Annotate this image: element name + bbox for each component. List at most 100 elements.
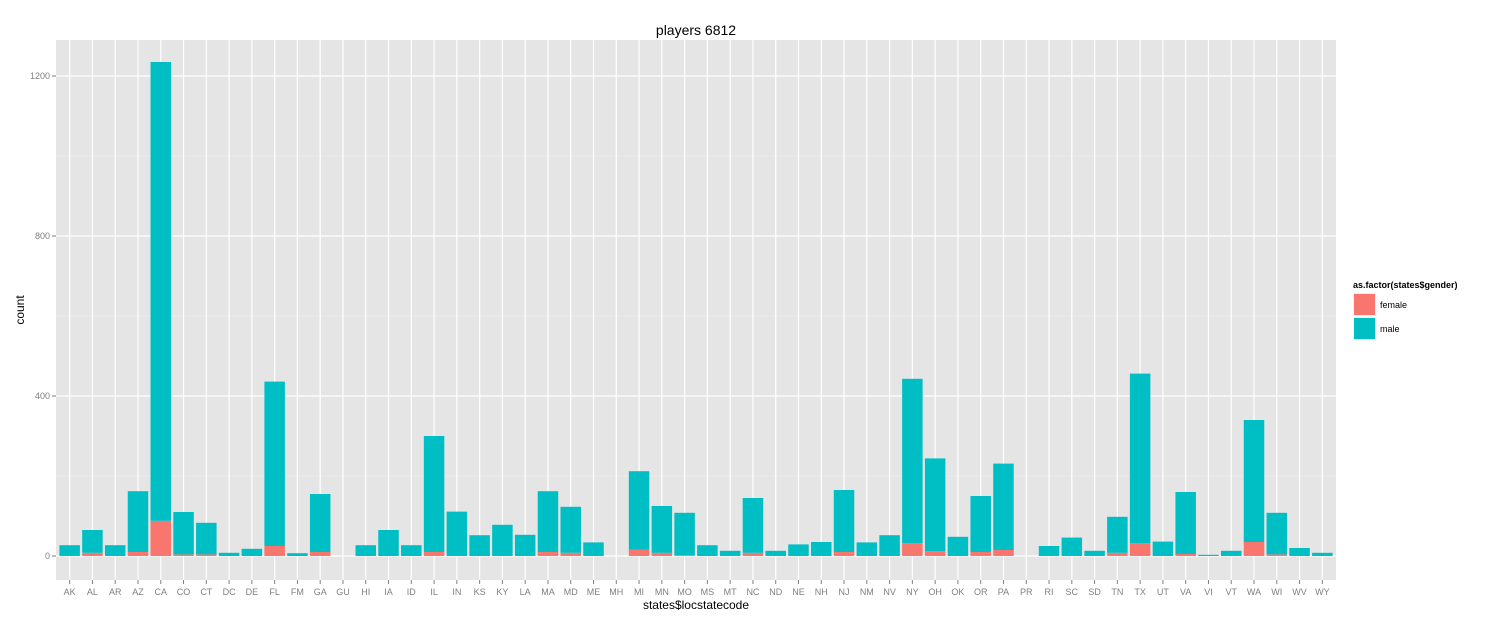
x-tick-label-ny: NY bbox=[906, 587, 919, 597]
y-axis-title: count bbox=[13, 295, 27, 325]
legend-label-female: female bbox=[1380, 300, 1407, 310]
x-tick-label-dc: DC bbox=[223, 587, 236, 597]
bar-male-or bbox=[970, 496, 991, 552]
y-tick-label: 400 bbox=[35, 391, 50, 401]
bar-male-la bbox=[514, 534, 536, 556]
bar-male-wa bbox=[1243, 420, 1265, 542]
bar-male-ny bbox=[902, 378, 923, 544]
bar-male-vi bbox=[1198, 554, 1219, 556]
legend-title: as.factor(states$gender) bbox=[1353, 280, 1458, 290]
y-tick-label: 800 bbox=[35, 231, 50, 241]
legend-label-male: male bbox=[1380, 324, 1400, 334]
x-tick-label-or: OR bbox=[974, 587, 988, 597]
x-tick-label-pr: PR bbox=[1020, 587, 1033, 597]
x-tick-label-fm: FM bbox=[291, 587, 304, 597]
x-axis-title: states$locstatecode bbox=[643, 598, 749, 612]
bar-male-nv bbox=[879, 535, 900, 556]
x-tick-label-nh: NH bbox=[815, 587, 828, 597]
bar-male-mi bbox=[628, 471, 650, 550]
x-tick-label-ky: KY bbox=[496, 587, 508, 597]
x-tick-label-wv: WV bbox=[1292, 587, 1307, 597]
bar-male-az bbox=[127, 491, 149, 552]
bar-male-tx bbox=[1129, 373, 1151, 544]
bar-female-fl bbox=[264, 546, 285, 556]
bar-male-ut bbox=[1152, 541, 1174, 556]
bar-male-nj bbox=[833, 490, 855, 552]
bar-female-nc bbox=[742, 552, 764, 556]
x-tick-label-ma: MA bbox=[541, 587, 555, 597]
x-tick-label-la: LA bbox=[520, 587, 531, 597]
bar-male-wy bbox=[1312, 552, 1333, 556]
x-tick-label-mh: MH bbox=[609, 587, 623, 597]
bar-male-pa bbox=[993, 463, 1014, 550]
bar-male-nh bbox=[811, 542, 832, 556]
x-tick-label-va: VA bbox=[1180, 587, 1191, 597]
x-tick-label-ca: CA bbox=[155, 587, 168, 597]
x-tick-label-ne: NE bbox=[792, 587, 805, 597]
x-tick-label-mn: MN bbox=[655, 587, 669, 597]
x-tick-label-ms: MS bbox=[701, 587, 715, 597]
bar-male-in bbox=[446, 511, 468, 556]
x-tick-label-sc: SC bbox=[1066, 587, 1079, 597]
bar-male-mo bbox=[674, 512, 695, 556]
grid-lines bbox=[56, 40, 1336, 580]
bar-male-ct bbox=[196, 522, 217, 555]
bar-male-sc bbox=[1061, 537, 1083, 556]
bar-female-wi bbox=[1266, 554, 1288, 556]
bar-male-de bbox=[241, 548, 263, 556]
x-tick-label-hi: HI bbox=[361, 587, 370, 597]
x-tick-label-mo: MO bbox=[677, 587, 692, 597]
x-tick-label-wa: WA bbox=[1247, 587, 1261, 597]
x-tick-label-ok: OK bbox=[951, 587, 964, 597]
bar-male-ne bbox=[788, 544, 809, 556]
bar-male-mn bbox=[651, 506, 673, 553]
x-tick-label-ak: AK bbox=[64, 587, 76, 597]
bar-male-id bbox=[401, 545, 422, 556]
legend-swatch-male bbox=[1354, 318, 1375, 339]
bar-female-pa bbox=[993, 550, 1014, 556]
bar-female-or bbox=[970, 552, 991, 556]
bar-male-ma bbox=[537, 491, 559, 552]
bar-male-md bbox=[560, 506, 581, 553]
x-tick-label-sd: SD bbox=[1088, 587, 1101, 597]
bar-male-fm bbox=[287, 553, 308, 556]
bar-male-ri bbox=[1038, 546, 1060, 556]
bar-female-va bbox=[1175, 554, 1196, 556]
bar-female-wa bbox=[1243, 542, 1265, 556]
bar-male-ia bbox=[378, 530, 399, 556]
bar-male-me bbox=[583, 542, 604, 556]
x-tick-label-co: CO bbox=[177, 587, 191, 597]
x-tick-label-tx: TX bbox=[1134, 587, 1146, 597]
bar-male-ga bbox=[309, 494, 331, 552]
bar-male-co bbox=[173, 512, 194, 555]
bar-female-oh bbox=[924, 551, 946, 556]
y-tick-label: 1200 bbox=[30, 71, 50, 81]
bar-male-fl bbox=[264, 381, 285, 546]
bar-male-tn bbox=[1107, 516, 1128, 553]
x-tick-label-al: AL bbox=[87, 587, 98, 597]
x-tick-label-nc: NC bbox=[746, 587, 759, 597]
x-tick-label-nj: NJ bbox=[839, 587, 850, 597]
x-tick-label-vt: VT bbox=[1225, 587, 1237, 597]
x-tick-label-az: AZ bbox=[132, 587, 144, 597]
x-tick-label-tn: TN bbox=[1111, 587, 1123, 597]
bar-male-hi bbox=[355, 545, 376, 556]
x-axis: AK AL AR AZ CA CO CT DC DE FL FM GA GU HI IA ID IL IN KS KY… bbox=[64, 580, 1330, 597]
x-tick-label-ar: AR bbox=[109, 587, 122, 597]
bar-male-ar bbox=[104, 545, 126, 556]
x-tick-label-ct: CT bbox=[200, 587, 212, 597]
x-tick-label-ks: KS bbox=[474, 587, 486, 597]
bar-male-wv bbox=[1289, 548, 1310, 556]
bar-male-wi bbox=[1266, 512, 1288, 555]
x-tick-label-oh: OH bbox=[928, 587, 942, 597]
x-tick-label-wy: WY bbox=[1315, 587, 1330, 597]
bar-male-oh bbox=[924, 458, 946, 552]
bar-male-ak bbox=[59, 545, 80, 556]
bar-female-az bbox=[127, 552, 149, 556]
bar-male-ca bbox=[150, 62, 172, 521]
bar-female-ny bbox=[902, 543, 923, 556]
bar-female-il bbox=[423, 552, 445, 556]
x-tick-label-md: MD bbox=[564, 587, 578, 597]
x-tick-label-de: DE bbox=[246, 587, 259, 597]
